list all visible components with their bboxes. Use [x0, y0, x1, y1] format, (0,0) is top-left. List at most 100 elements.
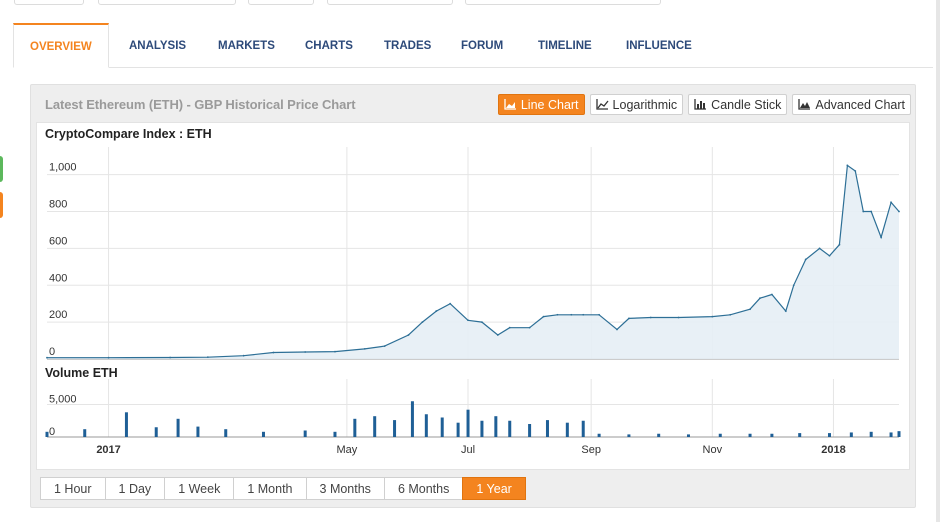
- price-data-point: [804, 258, 807, 261]
- price-data-point: [304, 351, 307, 353]
- price-y-tick-label: 200: [49, 309, 67, 321]
- volume-bar: [373, 416, 377, 437]
- volume-bar: [303, 430, 307, 437]
- volume-bar: [889, 432, 893, 437]
- price-data-point: [711, 315, 714, 318]
- line-chart-icon: [595, 99, 609, 110]
- price-data-point: [792, 284, 795, 287]
- volume-bar: [45, 431, 49, 437]
- range-1-year-button[interactable]: 1 Year: [462, 477, 526, 500]
- price-area-fill: [47, 165, 899, 359]
- volume-bar: [686, 434, 690, 437]
- volume-bar: [261, 431, 265, 437]
- volume-bar: [196, 426, 200, 437]
- price-y-tick-label: 0: [49, 346, 55, 358]
- price-data-point: [628, 317, 630, 320]
- volume-bar: [353, 418, 357, 437]
- price-data-point: [770, 293, 773, 296]
- range-1-hour-button[interactable]: 1 Hour: [40, 477, 106, 500]
- x-tick-label: Jul: [461, 444, 475, 456]
- price-data-point: [508, 326, 511, 329]
- price-data-point: [784, 310, 787, 312]
- volume-bar: [849, 432, 853, 437]
- top-tab-stub: [248, 0, 314, 5]
- price-data-point: [467, 319, 469, 322]
- advanced-chart-button[interactable]: Advanced Chart: [792, 94, 911, 115]
- price-data-point: [854, 170, 857, 172]
- range-1-day-button[interactable]: 1 Day: [104, 477, 166, 500]
- price-data-point: [421, 321, 424, 324]
- volume-bar: [798, 433, 802, 437]
- range-3-months-button[interactable]: 3 Months: [305, 477, 385, 500]
- price-volume-chart[interactable]: 0 200 400 600 800 1,000 0 5,000 2017 May Jul Sep Nov…: [37, 123, 911, 471]
- price-data-point: [649, 316, 652, 319]
- right-edge-strip: [936, 0, 940, 522]
- volume-bar: [440, 417, 444, 437]
- price-data-point: [46, 356, 48, 359]
- top-tab-stub: [14, 0, 84, 5]
- tab-overview[interactable]: OVERVIEW: [13, 23, 109, 68]
- price-data-point: [496, 334, 499, 336]
- price-y-tick-label: 400: [49, 272, 67, 284]
- price-data-point: [828, 254, 831, 257]
- volume-bar: [627, 434, 631, 437]
- price-data-point: [107, 356, 110, 359]
- volume-bar: [657, 433, 661, 437]
- volume-y-tick-label: 0: [49, 426, 55, 438]
- candle-stick-button[interactable]: Candle Stick: [688, 94, 788, 115]
- tab-markets[interactable]: MARKETS: [218, 40, 275, 52]
- tab-influence[interactable]: INFLUENCE: [626, 40, 692, 52]
- price-series-line: [47, 164, 900, 359]
- volume-bar: [466, 409, 470, 437]
- mountain-chart-icon: [798, 99, 811, 110]
- logarithmic-button[interactable]: Logarithmic: [589, 94, 684, 115]
- coin-nav-tabs: OVERVIEW ANALYSIS MARKETS CHARTS TRADES …: [13, 23, 933, 68]
- price-data-point: [407, 334, 410, 336]
- x-tick-label: 2017: [96, 444, 120, 456]
- price-data-point: [481, 321, 483, 324]
- volume-bar: [333, 431, 337, 437]
- volume-bar: [393, 420, 397, 437]
- range-1-month-button[interactable]: 1 Month: [233, 477, 307, 500]
- price-data-point: [729, 313, 732, 316]
- line-chart-label: Line Chart: [520, 97, 579, 112]
- price-data-point: [880, 236, 883, 239]
- volume-bar: [565, 422, 569, 437]
- x-tick-label: Sep: [581, 444, 601, 456]
- volume-bar: [869, 431, 873, 437]
- volume-y-tick-label: 5,000: [49, 394, 77, 406]
- volume-bar: [528, 424, 532, 437]
- range-1-week-button[interactable]: 1 Week: [164, 477, 235, 500]
- price-data-point: [363, 347, 366, 350]
- area-chart-icon: [504, 99, 516, 110]
- volume-bar: [545, 420, 549, 437]
- left-edge-marker-green: [0, 156, 3, 182]
- chart-area: 0 200 400 600 800 1,000 0 5,000 2017 May Jul Sep Nov…: [36, 122, 910, 470]
- top-tab-stub: [327, 0, 453, 5]
- price-data-point: [435, 310, 438, 312]
- logarithmic-label: Logarithmic: [612, 97, 678, 112]
- price-data-point: [383, 345, 386, 347]
- price-data-point: [542, 315, 545, 318]
- left-edge-marker-orange: [0, 192, 3, 218]
- volume-bar: [494, 416, 498, 437]
- price-y-tick-label: 600: [49, 235, 67, 247]
- range-selector: 1 Hour 1 Day 1 Week 1 Month 3 Months 6 M…: [40, 477, 526, 500]
- tab-forum[interactable]: FORUM: [461, 40, 504, 52]
- tab-timeline[interactable]: TIMELINE: [538, 40, 592, 52]
- tab-analysis[interactable]: ANALYSIS: [129, 40, 187, 52]
- price-y-tick-label: 800: [49, 199, 67, 211]
- price-data-point: [582, 313, 585, 316]
- volume-bar: [480, 420, 484, 437]
- range-6-months-button[interactable]: 6 Months: [383, 477, 464, 500]
- candle-stick-label: Candle Stick: [711, 97, 782, 112]
- price-data-point: [570, 313, 573, 316]
- tab-charts[interactable]: CHARTS: [305, 40, 353, 52]
- chart-type-buttons: Line Chart Logarithmic Candle Stick Adva…: [497, 94, 911, 115]
- line-chart-button[interactable]: Line Chart: [497, 94, 585, 115]
- tab-trades[interactable]: TRADES: [384, 40, 432, 52]
- volume-bar: [897, 431, 901, 437]
- price-data-point: [870, 210, 873, 213]
- price-data-point: [846, 164, 849, 167]
- bar-chart-icon: [694, 99, 707, 110]
